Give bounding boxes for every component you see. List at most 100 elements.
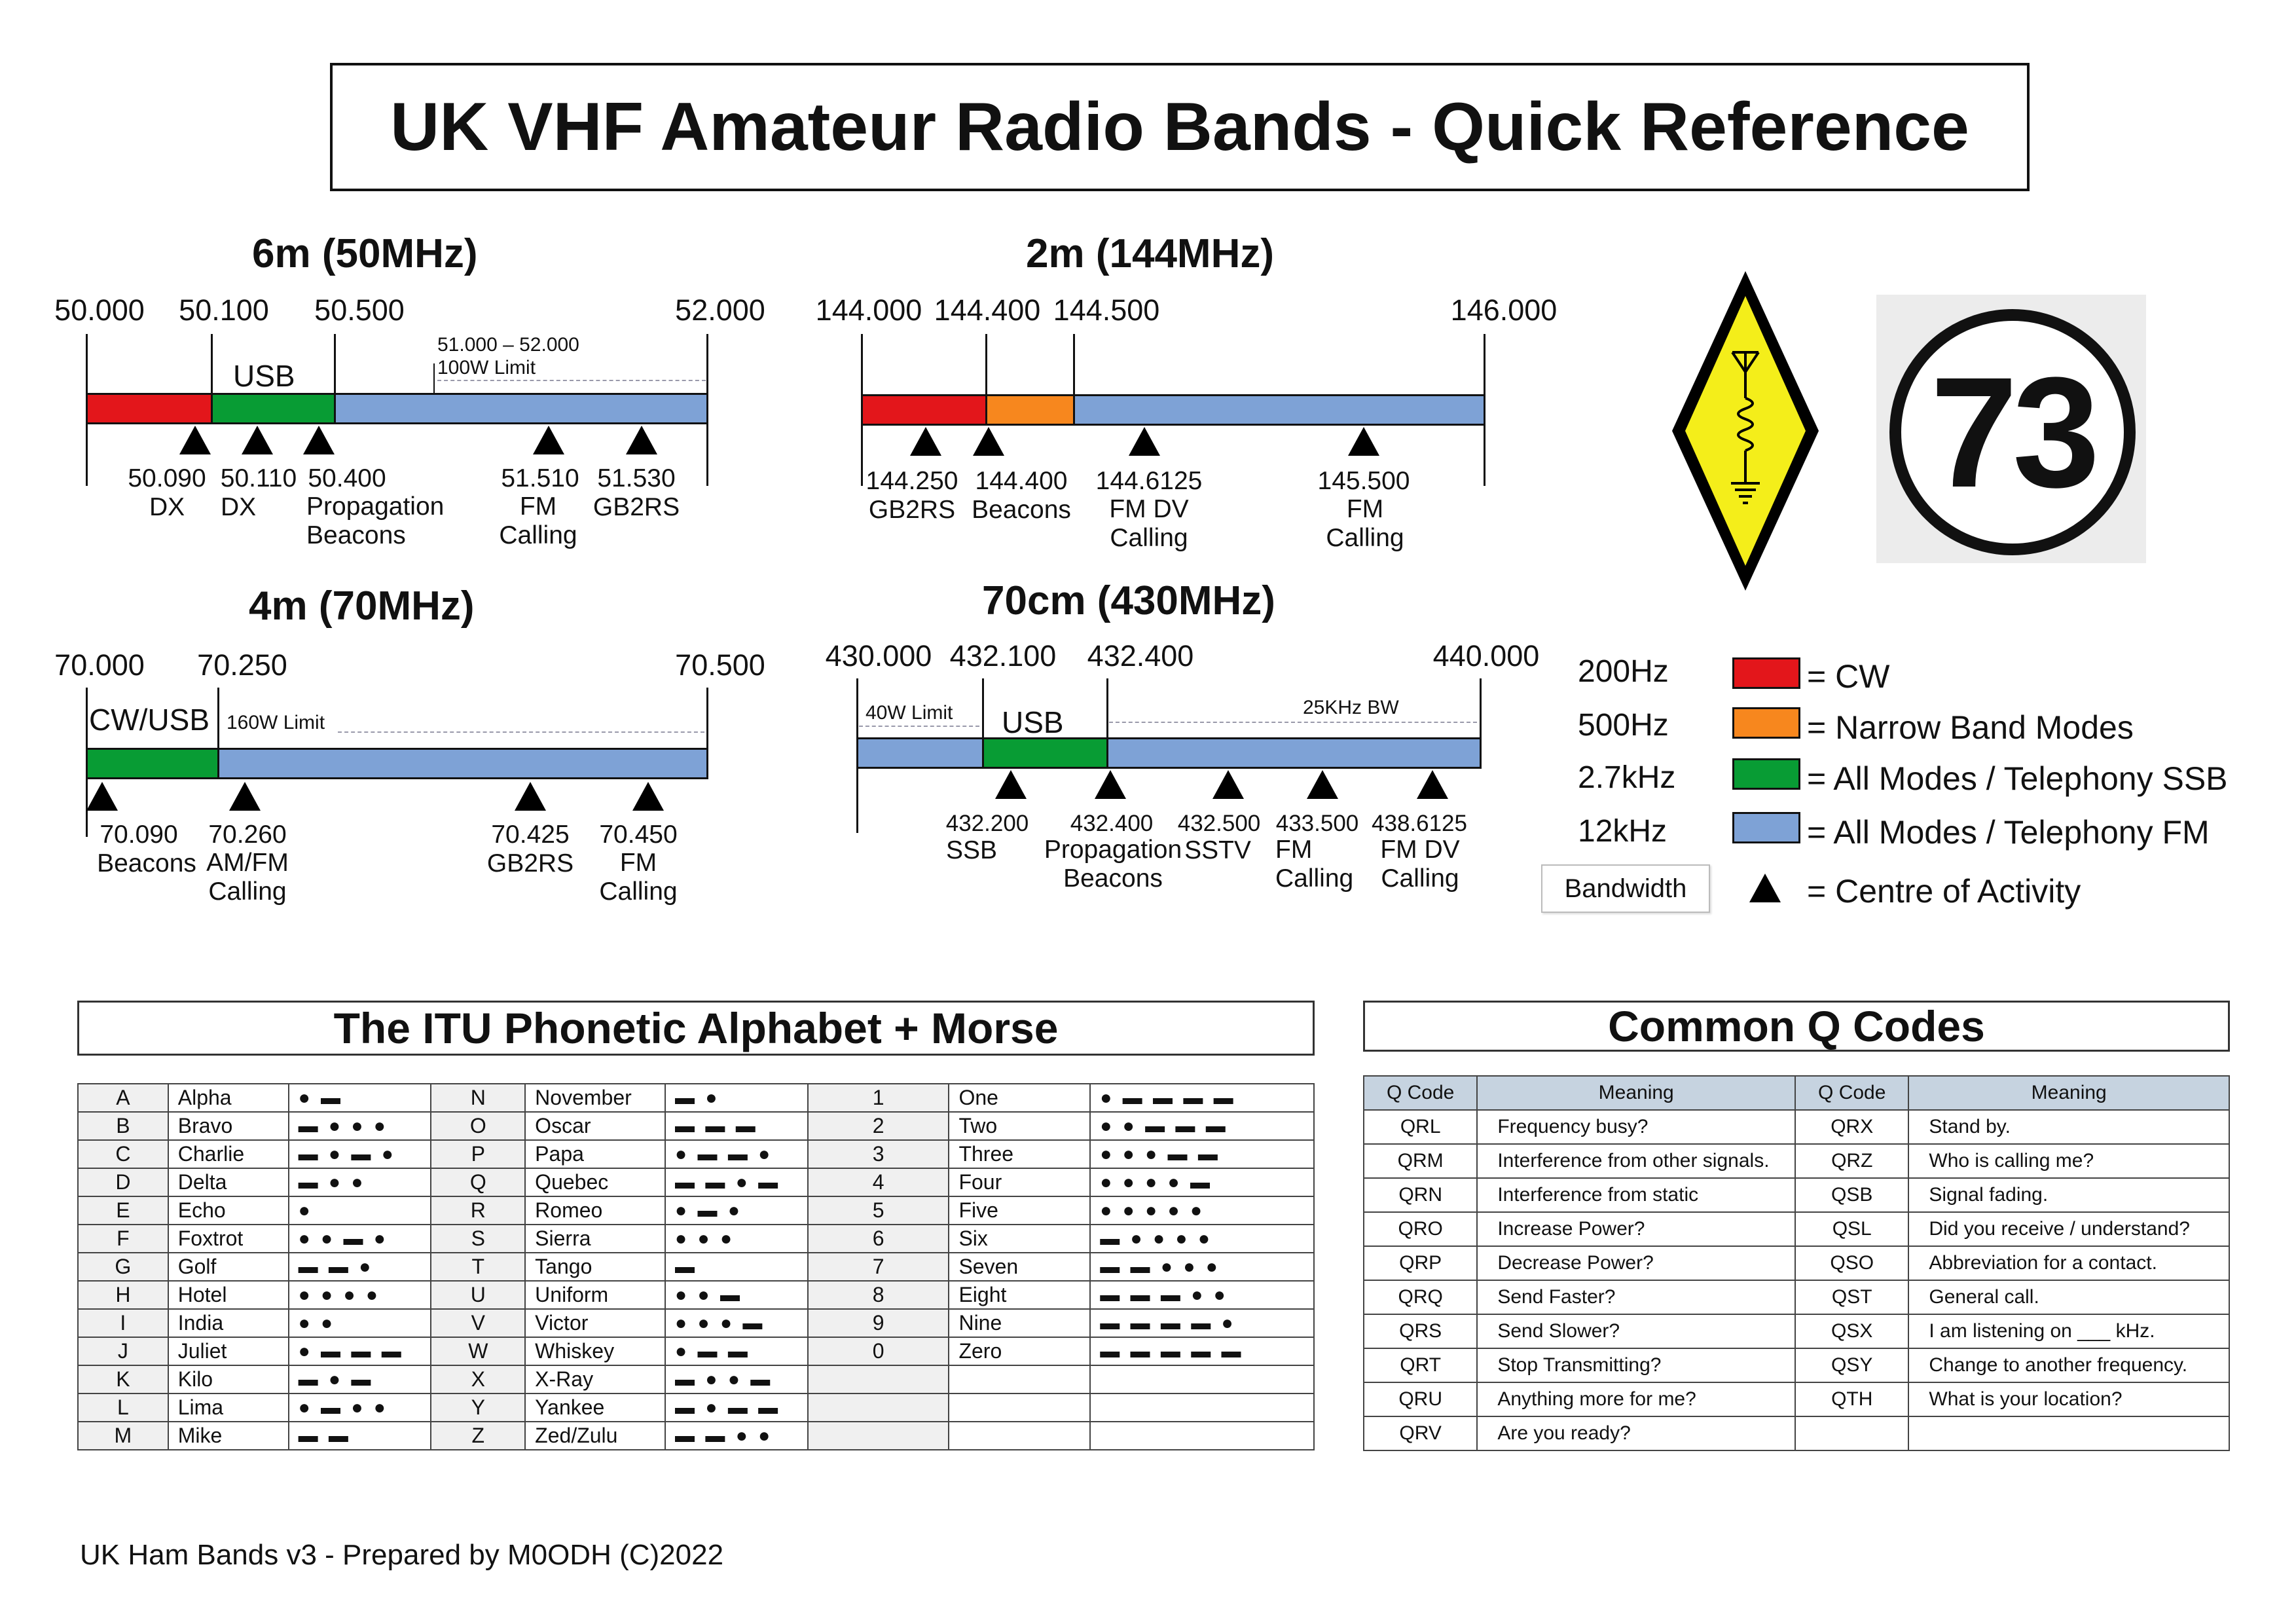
morse-code: ● ● ▬ ● [287,1224,432,1253]
band-edge-line [211,334,213,394]
marker-label-fm-calling: FM Calling [599,849,678,906]
marker-label-fm-dv: FM DV Calling [1380,836,1460,893]
marker-freq: 70.260 [208,821,287,849]
phonetic-letter: I [77,1308,169,1338]
marker-label: GB2RS [592,493,680,521]
table-row: C Charlie ▬ ● ▬ ● P Papa ● ▬ ▬ ● 3 Three ● ● ● ▬… [77,1139,1315,1169]
phonetic-word: Six [948,1224,1091,1253]
band-edge-freq: 52.000 [675,293,765,327]
marker-label-fm-dv: FM DV Calling [1109,495,1189,552]
phonetic-word: Delta [167,1168,289,1197]
legend-swatch-narrow [1732,707,1800,739]
morse-code: ● ▬ ▬ ● [665,1139,809,1169]
q-code: QRO [1362,1211,1478,1247]
activity-marker-icon [1212,770,1244,799]
activity-marker-icon [179,426,211,454]
q-meaning: Did you receive / understand? [1908,1211,2230,1247]
q-meaning: Increase Power? [1476,1211,1796,1247]
q-code: QSY [1795,1348,1910,1383]
activity-marker-icon [632,782,664,811]
phonetic-letter: V [430,1308,526,1338]
marker-label: GB2RS [486,849,574,877]
q-meaning: Who is calling me? [1908,1143,2230,1179]
phonetic-letter [807,1421,950,1450]
column-header: Q Code [1795,1075,1910,1111]
marker-freq: 50.400 [308,464,386,492]
marker-label-am-fm: AM/FM Calling [206,849,289,906]
phonetic-word [948,1393,1091,1422]
table-row: QRS Send Slower? QSX I am listening on ___ … [1362,1314,2230,1349]
segment-fm [1106,737,1482,769]
marker-freq: 70.090 [100,821,178,849]
phonetic-word: Quebec [524,1168,666,1197]
power-note-limit: 100W Limit [437,357,536,378]
phonetic-word: November [524,1083,666,1113]
activity-marker-icon [533,426,564,454]
phonetic-word: Zero [948,1337,1091,1366]
segment-cw [861,394,987,426]
morse-code: ▬ ● ▬ ● [287,1139,432,1169]
page-title: UK VHF Amateur Radio Bands - Quick Refer… [330,63,2030,191]
band-edge-line [985,334,987,394]
legend-swatch-cw [1732,657,1800,689]
q-meaning: Send Slower? [1476,1314,1796,1349]
band-edge-freq: 50.000 [54,293,145,327]
q-meaning: Stand by. [1908,1109,2230,1145]
phonetic-letter: 2 [807,1111,950,1141]
q-meaning: Decrease Power? [1476,1246,1796,1281]
table-row: H Hotel ● ● ● ● U Uniform ● ● ▬ 8 Eight ▬ ▬ ▬ ● … [77,1280,1315,1310]
phonetic-letter: W [430,1337,526,1366]
column-header: Q Code [1362,1075,1478,1111]
table-row: QRU Anything more for me? QTH What is your … [1362,1382,2230,1417]
marker-freq: 51.510 [501,464,579,492]
phonetic-letter: D [77,1168,169,1197]
marker-label-fm-calling: FM Calling [1326,495,1404,552]
q-code: QSX [1795,1314,1910,1349]
phonetic-word: Bravo [167,1111,289,1141]
q-code: QRP [1362,1246,1478,1281]
q-code: QRL [1362,1109,1478,1145]
phonetic-word: Juliet [167,1337,289,1366]
phonetic-letter: U [430,1280,526,1310]
phonetic-letter: 4 [807,1168,950,1197]
morse-code: ▬ ▬ ● ▬ [665,1168,809,1197]
q-meaning: Interference from static [1476,1177,1796,1213]
band-edge-freq: 146.000 [1450,293,1558,327]
phonetic-letter: 9 [807,1308,950,1338]
phonetic-letter: R [430,1196,526,1225]
activity-marker-icon [303,426,335,454]
band-edge-freq: 144.000 [815,293,922,327]
band-edge-freq: 440.000 [1432,639,1540,673]
morse-code: ● ▬ ● ● [287,1393,432,1422]
activity-marker-icon [1348,427,1379,456]
q-meaning: Send Faster? [1476,1280,1796,1315]
activity-marker-icon [1417,770,1448,799]
phonetic-word [948,1421,1091,1450]
limit-dashed-line [437,380,706,381]
phonetic-letter: A [77,1083,169,1113]
phonetic-letter: X [430,1365,526,1394]
q-code: QRZ [1795,1143,1910,1179]
phonetic-letter: 7 [807,1252,950,1282]
marker-freq: 432.400 [1070,811,1154,836]
phonetic-letter: T [430,1252,526,1282]
morse-code: ▬ ● ● ● ● [1089,1224,1315,1253]
q-code: QRU [1362,1382,1478,1417]
table-row: J Juliet ● ▬ ▬ ▬ W Whiskey ● ▬ ▬ 0 Zero ▬ ▬ ▬ ▬ … [77,1337,1315,1366]
q-code: QTH [1795,1382,1910,1417]
morse-code [1089,1393,1315,1422]
segment-fm [1073,394,1485,426]
phonetic-letter [807,1393,950,1422]
activity-marker-icon [1307,770,1338,799]
phonetic-word: Five [948,1196,1091,1225]
q-code: QRN [1362,1177,1478,1213]
phonetic-word: Charlie [167,1139,289,1169]
table-row: QRP Decrease Power? QSO Abbreviation for a … [1362,1246,2230,1281]
phonetic-letter: 6 [807,1224,950,1253]
phonetic-word: Nine [948,1308,1091,1338]
phonetic-word: Seven [948,1252,1091,1282]
q-code: QST [1795,1280,1910,1315]
phonetic-letter: Q [430,1168,526,1197]
phonetic-word: Lima [167,1393,289,1422]
table-row: E Echo ● R Romeo ● ▬ ● 5 Five ● ● ● ● ● [77,1196,1315,1225]
